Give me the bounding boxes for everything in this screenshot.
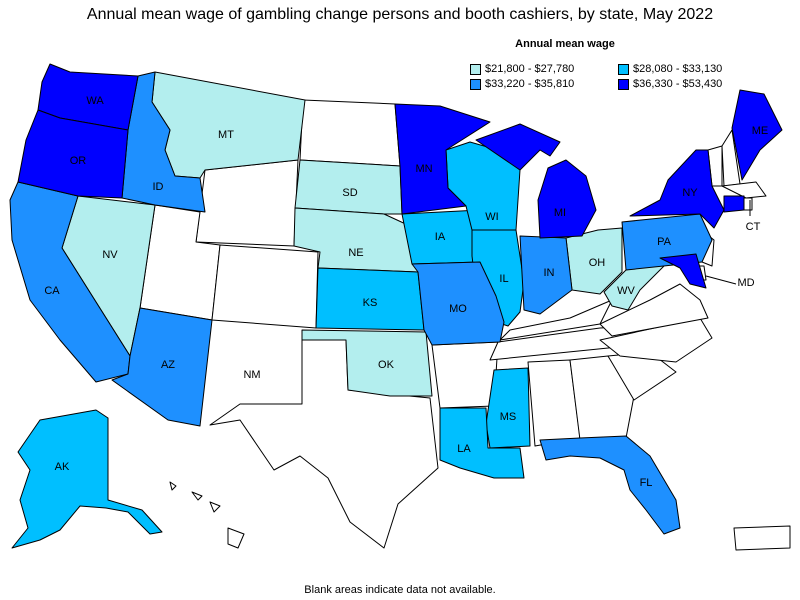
- label-ny: NY: [682, 187, 698, 199]
- state-nd: [299, 99, 401, 167]
- state-in: [519, 235, 573, 315]
- state-mt: [151, 71, 306, 179]
- legend-label-3: $33,220 - $35,810: [485, 78, 575, 90]
- state-ar: [431, 341, 499, 409]
- label-ms: MS: [500, 411, 517, 423]
- tier-1-states: [61, 71, 665, 397]
- label-ne: NE: [348, 247, 363, 259]
- state-az: [111, 307, 213, 427]
- legend-item-3: $33,220 - $35,810: [470, 78, 618, 90]
- label-la: LA: [457, 443, 471, 455]
- state-ak: [11, 409, 163, 549]
- label-ia: IA: [435, 231, 446, 243]
- state-labels: WA OR ID MT NV CA AZ NM SD NE KS OK MN I…: [44, 95, 768, 489]
- state-mo: [411, 261, 505, 346]
- state-wy: [195, 159, 299, 247]
- legend-label-1: $21,800 - $27,780: [485, 63, 575, 75]
- state-ma: [721, 181, 767, 199]
- legend-swatch-1: [470, 63, 481, 75]
- legend-label-2: $28,080 - $33,130: [633, 63, 723, 75]
- state-hi: [169, 481, 245, 549]
- label-fl: FL: [640, 477, 653, 489]
- state-mi: [475, 123, 597, 239]
- state-mn: [394, 103, 491, 215]
- label-id: ID: [153, 181, 164, 193]
- label-sd: SD: [342, 187, 357, 199]
- label-or: OR: [70, 155, 87, 167]
- label-wi: WI: [485, 211, 498, 223]
- state-ms: [485, 367, 531, 449]
- md-leader-line: [705, 275, 737, 285]
- label-nv: NV: [102, 249, 118, 261]
- state-va: [599, 283, 709, 337]
- label-md: MD: [737, 277, 754, 289]
- legend-swatch-4: [618, 78, 629, 90]
- state-ca: [9, 181, 131, 383]
- state-ky: [499, 299, 613, 341]
- legend-title: Annual mean wage: [515, 38, 615, 50]
- label-me: ME: [752, 125, 769, 137]
- state-pr: [733, 525, 791, 551]
- label-wa: WA: [86, 95, 104, 107]
- footnote: Blank areas indicate data not available.: [304, 584, 496, 596]
- tier-4-states: [17, 63, 783, 289]
- state-ga: [569, 355, 635, 441]
- legend-item-1: $21,800 - $27,780: [470, 63, 618, 75]
- state-sd: [294, 159, 403, 215]
- state-ny: [629, 149, 725, 229]
- label-az: AZ: [161, 359, 175, 371]
- state-or: [17, 109, 129, 199]
- legend-swatch-3: [470, 78, 481, 90]
- label-mn: MN: [415, 163, 432, 175]
- label-ak: AK: [55, 461, 70, 473]
- label-ok: OK: [378, 359, 395, 371]
- blank-states: [139, 99, 791, 551]
- state-ok: [301, 329, 433, 397]
- legend-swatch-2: [618, 63, 629, 75]
- label-il: IL: [499, 273, 508, 285]
- state-fl: [539, 435, 681, 535]
- label-wv: WV: [617, 285, 635, 297]
- label-nm: NM: [243, 369, 260, 381]
- state-md: [659, 253, 707, 289]
- legend-item-2: $28,080 - $33,130: [618, 63, 738, 75]
- state-co: [211, 244, 319, 329]
- state-la: [439, 407, 525, 479]
- label-oh: OH: [589, 257, 606, 269]
- legend: Annual mean wage $21,800 - $27,780 $28,0…: [470, 38, 722, 90]
- label-ca: CA: [44, 285, 60, 297]
- label-ks: KS: [363, 297, 378, 309]
- label-pa: PA: [657, 236, 672, 248]
- label-in: IN: [544, 267, 555, 279]
- legend-label-4: $36,330 - $53,430: [633, 78, 723, 90]
- state-me: [731, 89, 783, 181]
- legend-item-4: $36,330 - $53,430: [618, 78, 738, 90]
- label-mt: MT: [218, 129, 234, 141]
- label-mo: MO: [449, 303, 467, 315]
- map-title: Annual mean wage of gambling change pers…: [86, 6, 714, 23]
- label-mi: MI: [554, 207, 566, 219]
- state-ct: [723, 195, 745, 213]
- tier-3-states: [9, 71, 713, 535]
- label-ct: CT: [746, 221, 761, 233]
- state-ri: [743, 197, 753, 211]
